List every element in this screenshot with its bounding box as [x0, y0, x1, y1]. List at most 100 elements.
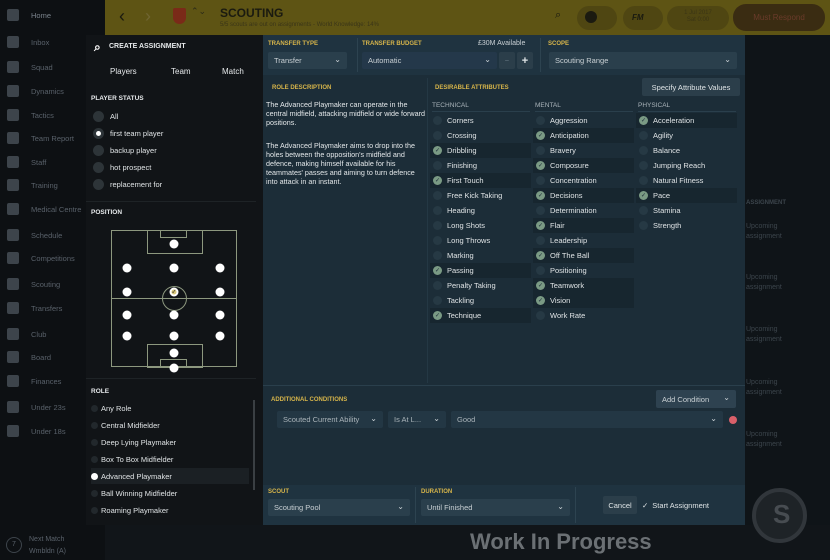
start-assignment-button[interactable]: ✓ Start Assignment: [642, 496, 738, 514]
selected-position-check-icon[interactable]: ✓: [169, 287, 179, 297]
position-dot[interactable]: [215, 263, 225, 273]
position-dot[interactable]: [215, 287, 225, 297]
role-option[interactable]: Box To Box Midfielder: [91, 451, 249, 467]
condition-operator-dropdown[interactable]: Is At L... ⌄: [388, 411, 446, 428]
attribute-checkbox[interactable]: Work Rate: [533, 308, 634, 323]
search-icon[interactable]: ⌕: [555, 9, 562, 21]
attribute-checkbox[interactable]: ✓ Teamwork: [533, 278, 634, 293]
sidebar-item-finances[interactable]: Finances: [0, 371, 86, 391]
attribute-checkbox[interactable]: Natural Fitness: [636, 173, 737, 188]
role-option[interactable]: Central Midfielder: [91, 417, 249, 433]
next-match-opponent[interactable]: Wmbldn (A): [29, 548, 66, 555]
attribute-checkbox[interactable]: Penalty Taking: [430, 278, 531, 293]
sidebar-item-training[interactable]: Training: [0, 175, 86, 195]
attribute-checkbox[interactable]: ✓ Off The Ball: [533, 248, 634, 263]
attribute-checkbox[interactable]: ✓ Flair: [533, 218, 634, 233]
attribute-checkbox[interactable]: Agility: [636, 128, 737, 143]
duration-dropdown[interactable]: Until Finished ⌄: [421, 499, 570, 516]
position-dot[interactable]: [169, 263, 179, 273]
position-pitch[interactable]: [111, 230, 237, 368]
attribute-checkbox[interactable]: Balance: [636, 143, 737, 158]
attribute-checkbox[interactable]: ✓ Decisions: [533, 188, 634, 203]
budget-decrease-button[interactable]: −: [499, 52, 515, 69]
position-dot[interactable]: [169, 239, 179, 249]
world-menu-button[interactable]: [577, 6, 617, 30]
position-dot[interactable]: [215, 310, 225, 320]
tab-match[interactable]: Match: [222, 67, 244, 76]
sidebar-item-tactics[interactable]: Tactics: [0, 105, 86, 125]
attribute-checkbox[interactable]: Concentration: [533, 173, 634, 188]
position-dot[interactable]: [122, 263, 132, 273]
remove-condition-icon[interactable]: [729, 416, 737, 424]
sidebar-item-medical-centre[interactable]: Medical Centre: [0, 199, 86, 219]
sidebar-item-squad[interactable]: Squad: [0, 57, 86, 77]
position-dot[interactable]: [122, 310, 132, 320]
attribute-checkbox[interactable]: Marking: [430, 248, 531, 263]
sidebar-item-schedule[interactable]: Schedule: [0, 225, 86, 245]
position-dot[interactable]: [169, 310, 179, 320]
attribute-checkbox[interactable]: Positioning: [533, 263, 634, 278]
attribute-checkbox[interactable]: Jumping Reach: [636, 158, 737, 173]
club-badge-icon[interactable]: [173, 8, 186, 24]
date-display[interactable]: 1 Jul 2017 Sat 0:00: [667, 6, 729, 30]
condition-field-dropdown[interactable]: Scouted Current Ability ⌄: [277, 411, 383, 428]
attribute-checkbox[interactable]: ✓ Acceleration: [636, 113, 737, 128]
sidebar-item-under-18s[interactable]: Under 18s: [0, 421, 86, 441]
sidebar-item-transfers[interactable]: Transfers: [0, 298, 86, 318]
player-status-option[interactable]: All: [93, 111, 118, 122]
sidebar-item-scouting[interactable]: Scouting: [0, 274, 86, 294]
condition-value-dropdown[interactable]: Good ⌄: [451, 411, 723, 428]
tab-players[interactable]: Players: [110, 67, 137, 76]
attribute-checkbox[interactable]: ✓ Anticipation: [533, 128, 634, 143]
position-dot[interactable]: [122, 331, 132, 341]
position-dot[interactable]: [169, 348, 179, 358]
sidebar-item-inbox[interactable]: Inbox: [0, 32, 86, 52]
sidebar-item-staff[interactable]: Staff: [0, 152, 86, 172]
tab-team[interactable]: Team: [171, 67, 191, 76]
attribute-checkbox[interactable]: Free Kick Taking: [430, 188, 531, 203]
attribute-checkbox[interactable]: ✓ First Touch: [430, 173, 531, 188]
player-status-option[interactable]: backup player: [93, 145, 157, 156]
sidebar-item-team-report[interactable]: Team Report: [0, 128, 86, 148]
player-status-option[interactable]: hot prospect: [93, 162, 151, 173]
sidebar-item-home[interactable]: Home: [0, 5, 86, 25]
attribute-checkbox[interactable]: Long Shots: [430, 218, 531, 233]
role-option[interactable]: Ball Winning Midfielder: [91, 485, 249, 501]
attribute-checkbox[interactable]: ✓ Composure: [533, 158, 634, 173]
scout-dropdown[interactable]: Scouting Pool ⌄: [268, 499, 410, 516]
sidebar-item-dynamics[interactable]: Dynamics: [0, 81, 86, 101]
attribute-checkbox[interactable]: Heading: [430, 203, 531, 218]
attribute-checkbox[interactable]: Aggression: [533, 113, 634, 128]
player-status-option[interactable]: first team player: [93, 128, 163, 139]
add-condition-button[interactable]: Add Condition ⌄: [656, 390, 736, 408]
position-dot[interactable]: [215, 331, 225, 341]
specify-attribute-values-button[interactable]: Specify Attribute Values: [642, 78, 740, 96]
attribute-checkbox[interactable]: Corners: [430, 113, 531, 128]
position-dot[interactable]: [169, 331, 179, 341]
attribute-checkbox[interactable]: Finishing: [430, 158, 531, 173]
transfer-type-dropdown[interactable]: Transfer ⌄: [268, 52, 347, 69]
sidebar-item-under-23s[interactable]: Under 23s: [0, 397, 86, 417]
role-list-scrollbar[interactable]: [253, 400, 255, 490]
club-switch-icon[interactable]: ⌃⌄: [191, 6, 207, 16]
sidebar-item-board[interactable]: Board: [0, 347, 86, 367]
attribute-checkbox[interactable]: ✓ Dribbling: [430, 143, 531, 158]
attribute-checkbox[interactable]: Stamina: [636, 203, 737, 218]
attribute-checkbox[interactable]: Long Throws: [430, 233, 531, 248]
scope-dropdown[interactable]: Scouting Range ⌄: [549, 52, 737, 69]
attribute-checkbox[interactable]: ✓ Technique: [430, 308, 531, 323]
transfer-budget-dropdown[interactable]: Automatic ⌄: [362, 52, 497, 69]
position-dot[interactable]: [122, 287, 132, 297]
fm-menu-button[interactable]: FM: [623, 6, 663, 30]
sidebar-item-competitions[interactable]: Competitions: [0, 248, 86, 268]
attribute-checkbox[interactable]: Leadership: [533, 233, 634, 248]
back-icon[interactable]: ‹: [119, 6, 125, 26]
budget-increase-button[interactable]: +: [517, 52, 533, 69]
role-option[interactable]: Deep Lying Playmaker: [91, 434, 249, 450]
role-option[interactable]: Advanced Playmaker: [91, 468, 249, 484]
cancel-button[interactable]: Cancel: [603, 496, 637, 514]
must-respond-button[interactable]: Must Respond: [733, 4, 825, 31]
attribute-checkbox[interactable]: ✓ Pace: [636, 188, 737, 203]
attribute-checkbox[interactable]: Tackling: [430, 293, 531, 308]
attribute-checkbox[interactable]: Determination: [533, 203, 634, 218]
